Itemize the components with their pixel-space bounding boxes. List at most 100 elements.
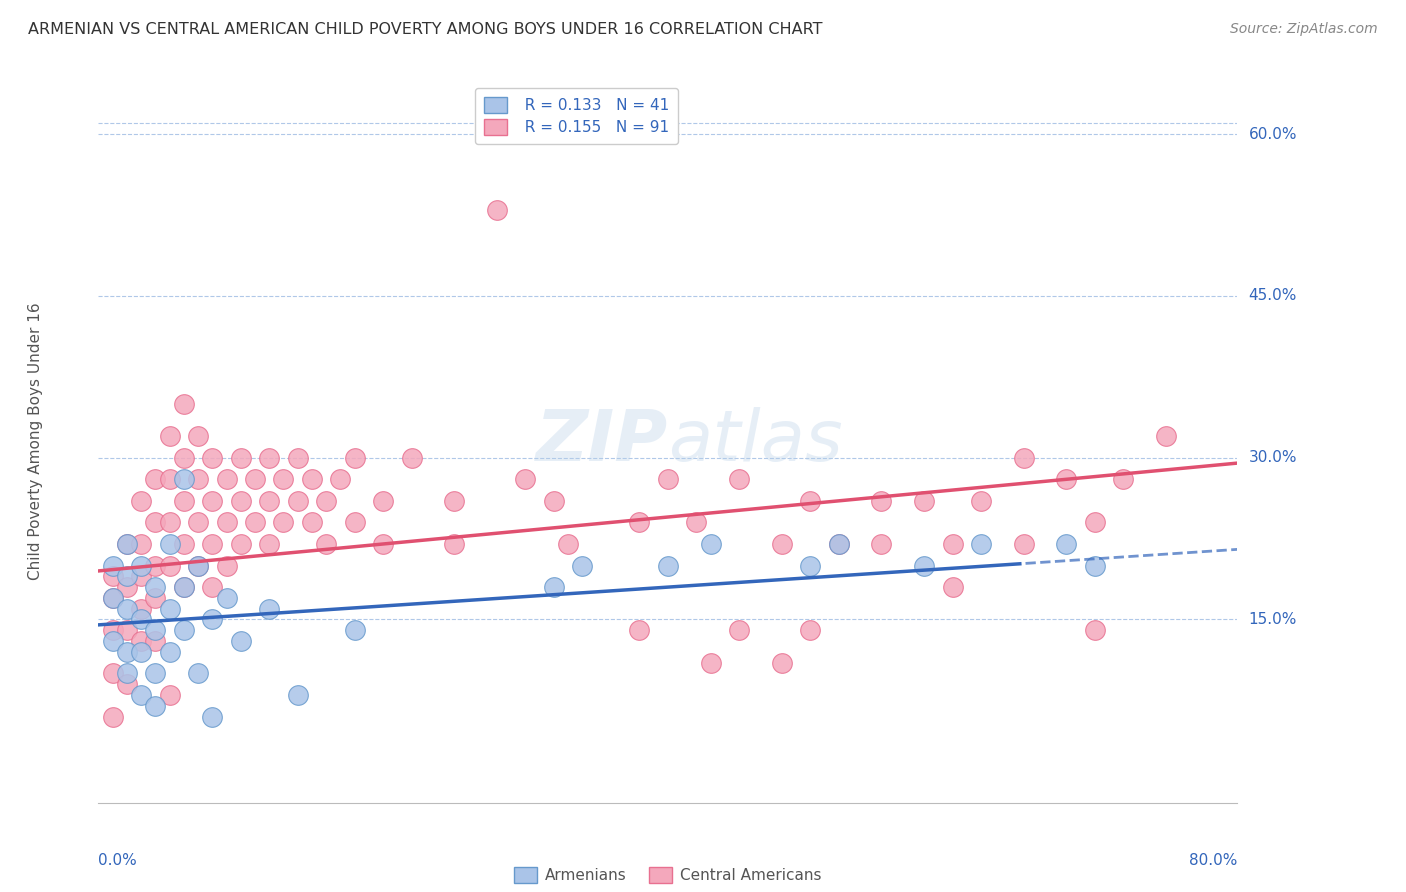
Point: [229, 537, 252, 551]
Point: [145, 634, 167, 648]
Point: [657, 558, 679, 573]
Point: [129, 537, 152, 551]
Point: [942, 537, 965, 551]
Point: [173, 624, 195, 638]
Point: [1056, 537, 1078, 551]
Text: 45.0%: 45.0%: [1249, 288, 1296, 303]
Text: 0.0%: 0.0%: [98, 854, 138, 869]
Point: [145, 591, 167, 605]
Point: [259, 450, 281, 465]
Point: [828, 537, 851, 551]
Point: [159, 645, 181, 659]
Text: Source: ZipAtlas.com: Source: ZipAtlas.com: [1230, 22, 1378, 37]
Text: 60.0%: 60.0%: [1249, 127, 1296, 142]
Point: [301, 516, 323, 530]
Point: [229, 634, 252, 648]
Point: [173, 450, 195, 465]
Point: [215, 558, 238, 573]
Point: [259, 537, 281, 551]
Text: atlas: atlas: [668, 407, 842, 476]
Point: [159, 516, 181, 530]
Point: [259, 601, 281, 615]
Text: ARMENIAN VS CENTRAL AMERICAN CHILD POVERTY AMONG BOYS UNDER 16 CORRELATION CHART: ARMENIAN VS CENTRAL AMERICAN CHILD POVER…: [28, 22, 823, 37]
Point: [770, 656, 793, 670]
Point: [942, 580, 965, 594]
Point: [201, 612, 224, 626]
Point: [129, 645, 152, 659]
Point: [1012, 450, 1035, 465]
Point: [115, 666, 138, 681]
Point: [101, 591, 124, 605]
Point: [699, 537, 721, 551]
Point: [101, 624, 124, 638]
Point: [1056, 472, 1078, 486]
Point: [145, 558, 167, 573]
Point: [628, 624, 651, 638]
Point: [159, 688, 181, 702]
Point: [159, 558, 181, 573]
Point: [129, 558, 152, 573]
Point: [628, 516, 651, 530]
Point: [145, 698, 167, 713]
Point: [273, 516, 295, 530]
Point: [373, 493, 395, 508]
Point: [1112, 472, 1135, 486]
Point: [115, 677, 138, 691]
Point: [101, 558, 124, 573]
Point: [287, 688, 309, 702]
Point: [187, 666, 209, 681]
Text: Child Poverty Among Boys Under 16: Child Poverty Among Boys Under 16: [28, 302, 44, 581]
Point: [129, 601, 152, 615]
Point: [101, 709, 124, 723]
Point: [115, 537, 138, 551]
Point: [557, 537, 579, 551]
Point: [187, 516, 209, 530]
Point: [145, 580, 167, 594]
Point: [201, 580, 224, 594]
Point: [443, 537, 465, 551]
Point: [187, 429, 209, 443]
Point: [173, 537, 195, 551]
Point: [229, 450, 252, 465]
Point: [870, 493, 893, 508]
Point: [129, 569, 152, 583]
Point: [115, 580, 138, 594]
Point: [145, 624, 167, 638]
Point: [259, 493, 281, 508]
Point: [129, 493, 152, 508]
Point: [187, 558, 209, 573]
Point: [129, 634, 152, 648]
Point: [799, 558, 821, 573]
Text: 80.0%: 80.0%: [1189, 854, 1237, 869]
Point: [159, 472, 181, 486]
Point: [870, 537, 893, 551]
Point: [1084, 516, 1107, 530]
Point: [101, 569, 124, 583]
Point: [343, 450, 366, 465]
Text: 30.0%: 30.0%: [1249, 450, 1296, 466]
Point: [1154, 429, 1177, 443]
Point: [287, 450, 309, 465]
Point: [970, 537, 993, 551]
Point: [443, 493, 465, 508]
Point: [315, 493, 337, 508]
Point: [101, 634, 124, 648]
Point: [329, 472, 352, 486]
Legend: Armenians, Central Americans: Armenians, Central Americans: [508, 861, 828, 889]
Point: [1084, 558, 1107, 573]
Point: [912, 493, 935, 508]
Point: [229, 493, 252, 508]
Point: [115, 569, 138, 583]
Point: [728, 624, 751, 638]
Point: [173, 580, 195, 594]
Point: [571, 558, 593, 573]
Point: [187, 472, 209, 486]
Point: [145, 516, 167, 530]
Point: [243, 472, 266, 486]
Point: [828, 537, 851, 551]
Point: [145, 472, 167, 486]
Point: [287, 493, 309, 508]
Point: [115, 624, 138, 638]
Point: [343, 624, 366, 638]
Point: [1012, 537, 1035, 551]
